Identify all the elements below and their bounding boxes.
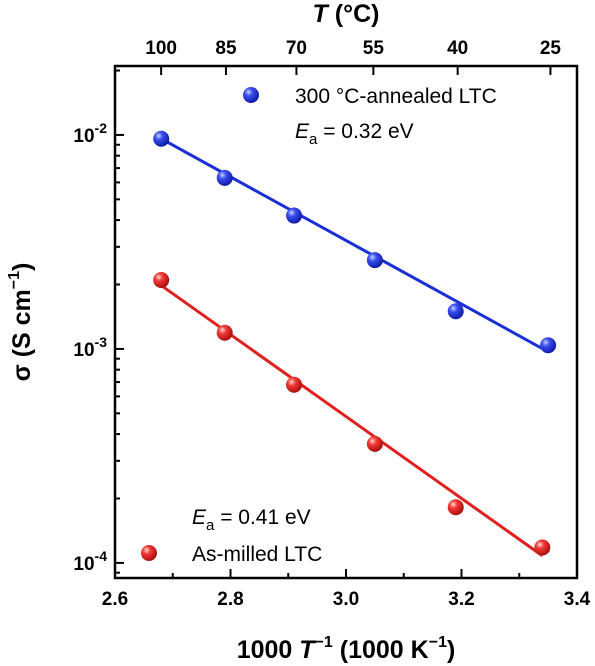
top-axis-tick-label: 70 [286, 38, 307, 59]
top-axis-tick-label: 40 [447, 38, 468, 59]
legend-label-annealed: 300 °C-annealed LTC [295, 85, 497, 108]
x-axis-tick-label: 3.0 [333, 589, 359, 610]
data-point-annealed [286, 207, 303, 224]
data-point-milled [286, 376, 303, 393]
legend-marker-milled [141, 545, 157, 561]
fit-lines [160, 137, 549, 557]
y-axis-title: σ (S cm−1) [6, 263, 36, 382]
y-axis-tick-label: 10-4 [73, 548, 107, 575]
x-axis-title: 1000 T−1 (1000 K−1) [237, 634, 456, 664]
top-axis-tick-label: 85 [215, 38, 237, 59]
activation-energy-milled: Ea = 0.41 eV [192, 506, 311, 534]
data-point-milled [366, 435, 383, 452]
top-axis-tick-label: 55 [363, 38, 385, 59]
x-axis-tick-label: 2.6 [102, 589, 128, 610]
legend-marker-annealed [243, 87, 259, 103]
y-axis-tick-label: 10-2 [73, 120, 107, 147]
data-point-milled [447, 499, 464, 516]
data-points [153, 130, 557, 556]
data-point-milled [153, 271, 170, 288]
top-axis-tick-label: 100 [145, 38, 177, 59]
data-point-annealed [153, 130, 170, 147]
data-point-annealed [366, 252, 383, 269]
activation-energy-annealed: Ea = 0.32 eV [295, 120, 414, 148]
top-axis-title: T (°C) [313, 0, 380, 28]
data-point-annealed [447, 303, 464, 320]
y-axis-tick-label: 10-3 [73, 334, 107, 361]
x-axis-tick-label: 2.8 [217, 589, 243, 610]
fit-line-annealed [160, 137, 549, 354]
x-axis-tick-label: 3.2 [448, 589, 474, 610]
data-point-milled [216, 324, 233, 341]
legend-label-milled: As-milled LTC [192, 543, 322, 566]
axis-ticks: 2.6 2.8 3.0 3.2 3.4 100 85 70 55 40 25 10-4 10-3 10-2 [73, 38, 590, 610]
top-axis-tick-label: 25 [540, 38, 562, 59]
x-axis-tick-label: 3.4 [564, 589, 591, 610]
data-point-milled [534, 539, 551, 556]
data-point-annealed [216, 169, 233, 186]
data-point-annealed [540, 337, 557, 354]
